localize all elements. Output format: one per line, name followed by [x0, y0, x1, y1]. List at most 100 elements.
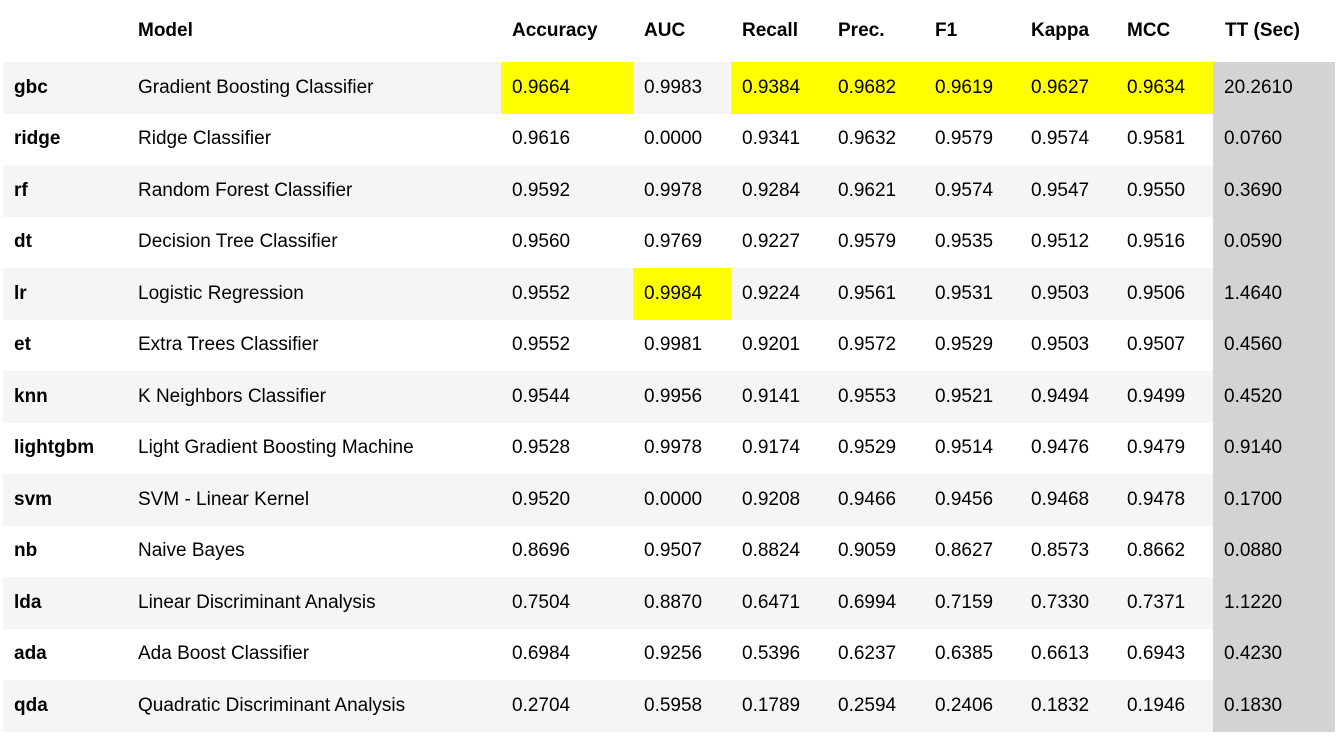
- row-key: rf: [14, 179, 28, 201]
- f1-cell: 0.9619: [924, 62, 1020, 114]
- mcc-cell: 0.1946: [1127, 694, 1186, 716]
- table-row: nb Naive Bayes 0.8696 0.9507 0.8824 0.9059 0.8…: [3, 525, 1335, 577]
- row-key: lda: [14, 591, 42, 613]
- accuracy-cell: 0.9544: [512, 385, 571, 407]
- tt-sec-cell: 0.0880: [1213, 525, 1335, 577]
- recall-cell: 0.9227: [742, 231, 801, 253]
- accuracy-cell: 0.9528: [512, 437, 571, 459]
- header-prec: Prec.: [838, 20, 885, 41]
- model-name: Decision Tree Classifier: [138, 231, 338, 253]
- f1-cell: 0.9531: [935, 282, 994, 304]
- tt-sec-cell: 0.1700: [1213, 474, 1335, 526]
- prec-cell: 0.9682: [827, 62, 924, 114]
- model-name: Logistic Regression: [138, 282, 304, 304]
- table-row: lda Linear Discriminant Analysis 0.7504 0.8…: [3, 577, 1335, 629]
- kappa-cell: 0.9627: [1020, 62, 1116, 114]
- prec-cell: 0.9579: [838, 231, 897, 253]
- model-name: Linear Discriminant Analysis: [138, 591, 376, 613]
- mcc-cell: 0.9479: [1127, 437, 1186, 459]
- f1-cell: 0.9456: [935, 488, 994, 510]
- recall-cell: 0.9201: [742, 334, 801, 356]
- table-row: ridge Ridge Classifier 0.9616 0.0000 0.9341 0…: [3, 113, 1335, 165]
- row-key: ridge: [14, 128, 61, 150]
- row-key: et: [14, 334, 31, 356]
- prec-cell: 0.9466: [838, 488, 897, 510]
- prec-cell: 0.9553: [838, 385, 897, 407]
- table-row: ada Ada Boost Classifier 0.6984 0.9256 0.539…: [3, 628, 1335, 680]
- tt-sec-cell: 0.1830: [1213, 680, 1335, 732]
- header-index: [3, 0, 127, 62]
- tt-sec-cell: 1.4640: [1213, 268, 1335, 320]
- recall-cell: 0.1789: [742, 694, 801, 716]
- kappa-cell: 0.8573: [1031, 540, 1090, 562]
- auc-cell: 0.9984: [633, 268, 731, 320]
- row-key: svm: [14, 488, 53, 510]
- accuracy-cell: 0.2704: [512, 694, 571, 716]
- prec-cell: 0.9632: [838, 128, 897, 150]
- mcc-cell: 0.9499: [1127, 385, 1186, 407]
- kappa-cell: 0.9547: [1031, 179, 1090, 201]
- row-key: dt: [14, 231, 32, 253]
- mcc-cell: 0.9550: [1127, 179, 1186, 201]
- recall-cell: 0.5396: [742, 643, 801, 665]
- auc-cell: 0.9983: [644, 76, 703, 98]
- model-name: Naive Bayes: [138, 540, 245, 562]
- table-row: gbc Gradient Boosting Classifier 0.9664 0.9…: [3, 62, 1335, 114]
- accuracy-cell: 0.9552: [512, 334, 571, 356]
- tt-sec-cell: 0.0760: [1213, 113, 1335, 165]
- row-key: qda: [14, 694, 48, 716]
- accuracy-cell: 0.8696: [512, 540, 571, 562]
- row-key: lr: [14, 282, 27, 304]
- header-row: Model Accuracy AUC Recall Prec. F1 Kappa…: [3, 0, 1335, 62]
- kappa-cell: 0.6613: [1031, 643, 1090, 665]
- recall-cell: 0.9384: [731, 62, 827, 114]
- recall-cell: 0.9141: [742, 385, 801, 407]
- accuracy-cell: 0.9664: [501, 62, 633, 114]
- recall-cell: 0.6471: [742, 591, 801, 613]
- accuracy-cell: 0.9592: [512, 179, 571, 201]
- mcc-cell: 0.8662: [1127, 540, 1186, 562]
- f1-cell: 0.9514: [935, 437, 994, 459]
- recall-cell: 0.9174: [742, 437, 801, 459]
- mcc-cell: 0.6943: [1127, 643, 1186, 665]
- kappa-cell: 0.9574: [1031, 128, 1090, 150]
- kappa-cell: 0.9503: [1031, 334, 1090, 356]
- mcc-cell: 0.9507: [1127, 334, 1186, 356]
- auc-cell: 0.0000: [644, 128, 703, 150]
- row-key: knn: [14, 385, 48, 407]
- f1-cell: 0.6385: [935, 643, 994, 665]
- tt-sec-cell: 1.1220: [1213, 577, 1335, 629]
- model-name: SVM - Linear Kernel: [138, 488, 310, 510]
- prec-cell: 0.9621: [838, 179, 897, 201]
- prec-cell: 0.6994: [838, 591, 897, 613]
- kappa-cell: 0.1832: [1031, 694, 1090, 716]
- f1-cell: 0.7159: [935, 591, 994, 613]
- accuracy-cell: 0.9552: [512, 282, 571, 304]
- tt-sec-cell: 0.9140: [1213, 422, 1335, 474]
- model-name: Light Gradient Boosting Machine: [138, 437, 414, 459]
- accuracy-cell: 0.9520: [512, 488, 571, 510]
- model-name: Gradient Boosting Classifier: [138, 76, 374, 98]
- table-header: Model Accuracy AUC Recall Prec. F1 Kappa…: [3, 0, 1335, 62]
- table-body: gbc Gradient Boosting Classifier 0.9664 0.9…: [3, 62, 1335, 732]
- model-name: Quadratic Discriminant Analysis: [138, 694, 406, 716]
- auc-cell: 0.9769: [644, 231, 703, 253]
- prec-cell: 0.9572: [838, 334, 897, 356]
- model-name: K Neighbors Classifier: [138, 385, 326, 407]
- table-row: lightgbm Light Gradient Boosting Machine 0…: [3, 422, 1335, 474]
- row-key: nb: [14, 540, 38, 562]
- table-row: knn K Neighbors Classifier 0.9544 0.9956 0.9…: [3, 371, 1335, 423]
- model-name: Extra Trees Classifier: [138, 334, 319, 356]
- f1-cell: 0.8627: [935, 540, 994, 562]
- recall-cell: 0.9284: [742, 179, 801, 201]
- mcc-cell: 0.9516: [1127, 231, 1186, 253]
- mcc-cell: 0.7371: [1127, 591, 1186, 613]
- kappa-cell: 0.9503: [1031, 282, 1090, 304]
- table-row: et Extra Trees Classifier 0.9552 0.9981 0.92…: [3, 319, 1335, 371]
- auc-cell: 0.5958: [644, 694, 703, 716]
- table-row: dt Decision Tree Classifier 0.9560 0.9769 0.…: [3, 216, 1335, 268]
- recall-cell: 0.8824: [742, 540, 801, 562]
- tt-sec-cell: 0.0590: [1213, 216, 1335, 268]
- row-key: gbc: [14, 76, 48, 98]
- auc-cell: 0.9978: [644, 437, 703, 459]
